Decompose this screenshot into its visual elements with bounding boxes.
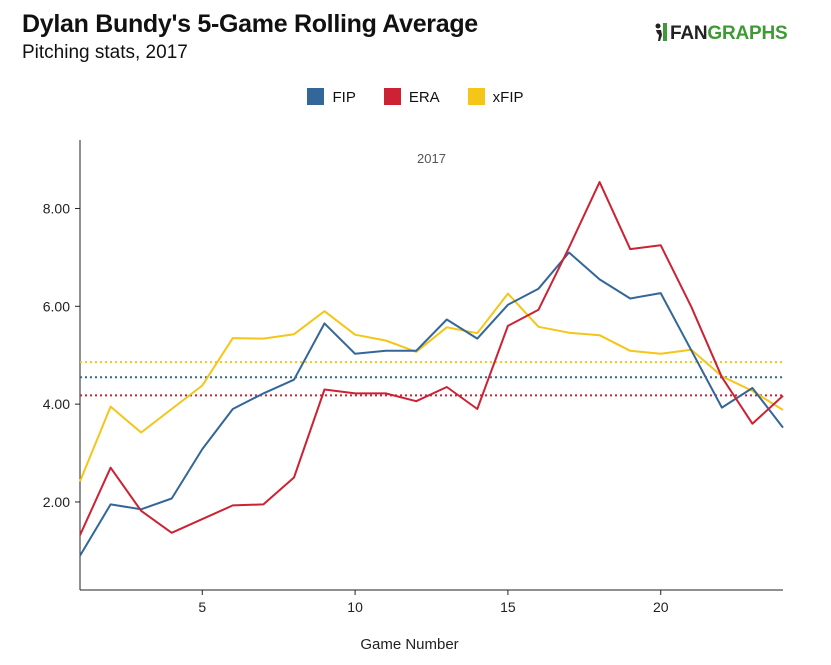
y-tick-label: 6.00 bbox=[43, 298, 70, 314]
x-tick-label: 15 bbox=[500, 599, 516, 615]
panel-label: 2017 bbox=[417, 151, 446, 166]
logo-text-graphs: GRAPHS bbox=[707, 23, 788, 44]
y-tick-label: 8.00 bbox=[43, 200, 70, 216]
legend-swatch bbox=[467, 88, 485, 105]
legend-item-era[interactable]: ERA bbox=[383, 88, 440, 106]
x-tick-label: 20 bbox=[653, 599, 669, 615]
legend-item-fip[interactable]: FIP bbox=[307, 88, 356, 106]
logo-text-fan: FAN bbox=[670, 23, 708, 44]
legend-swatch bbox=[307, 88, 325, 105]
fangraphs-logo-icon bbox=[655, 23, 667, 41]
series-line-era bbox=[79, 181, 784, 536]
chart-title: Dylan Bundy's 5-Game Rolling Average bbox=[22, 10, 478, 38]
legend-label: FIP bbox=[332, 89, 356, 106]
legend-swatch bbox=[383, 88, 401, 105]
y-tick-label: 2.00 bbox=[43, 494, 70, 510]
legend-item-xfip[interactable]: xFIP bbox=[467, 88, 524, 106]
chart-subtitle: Pitching stats, 2017 bbox=[22, 42, 188, 63]
legend-label: xFIP bbox=[492, 89, 524, 106]
series-line-xfip bbox=[79, 292, 784, 482]
x-tick-label: 10 bbox=[347, 599, 363, 615]
fangraphs-logo: FANGRAPHS bbox=[654, 22, 788, 45]
y-tick-label: 4.00 bbox=[43, 396, 70, 412]
x-tick-label: 5 bbox=[198, 599, 206, 615]
x-axis-title: Game Number bbox=[360, 636, 458, 653]
legend: FIP ERA xFIP bbox=[0, 88, 831, 106]
legend-label: ERA bbox=[408, 89, 440, 106]
series-line-fip bbox=[79, 251, 784, 557]
